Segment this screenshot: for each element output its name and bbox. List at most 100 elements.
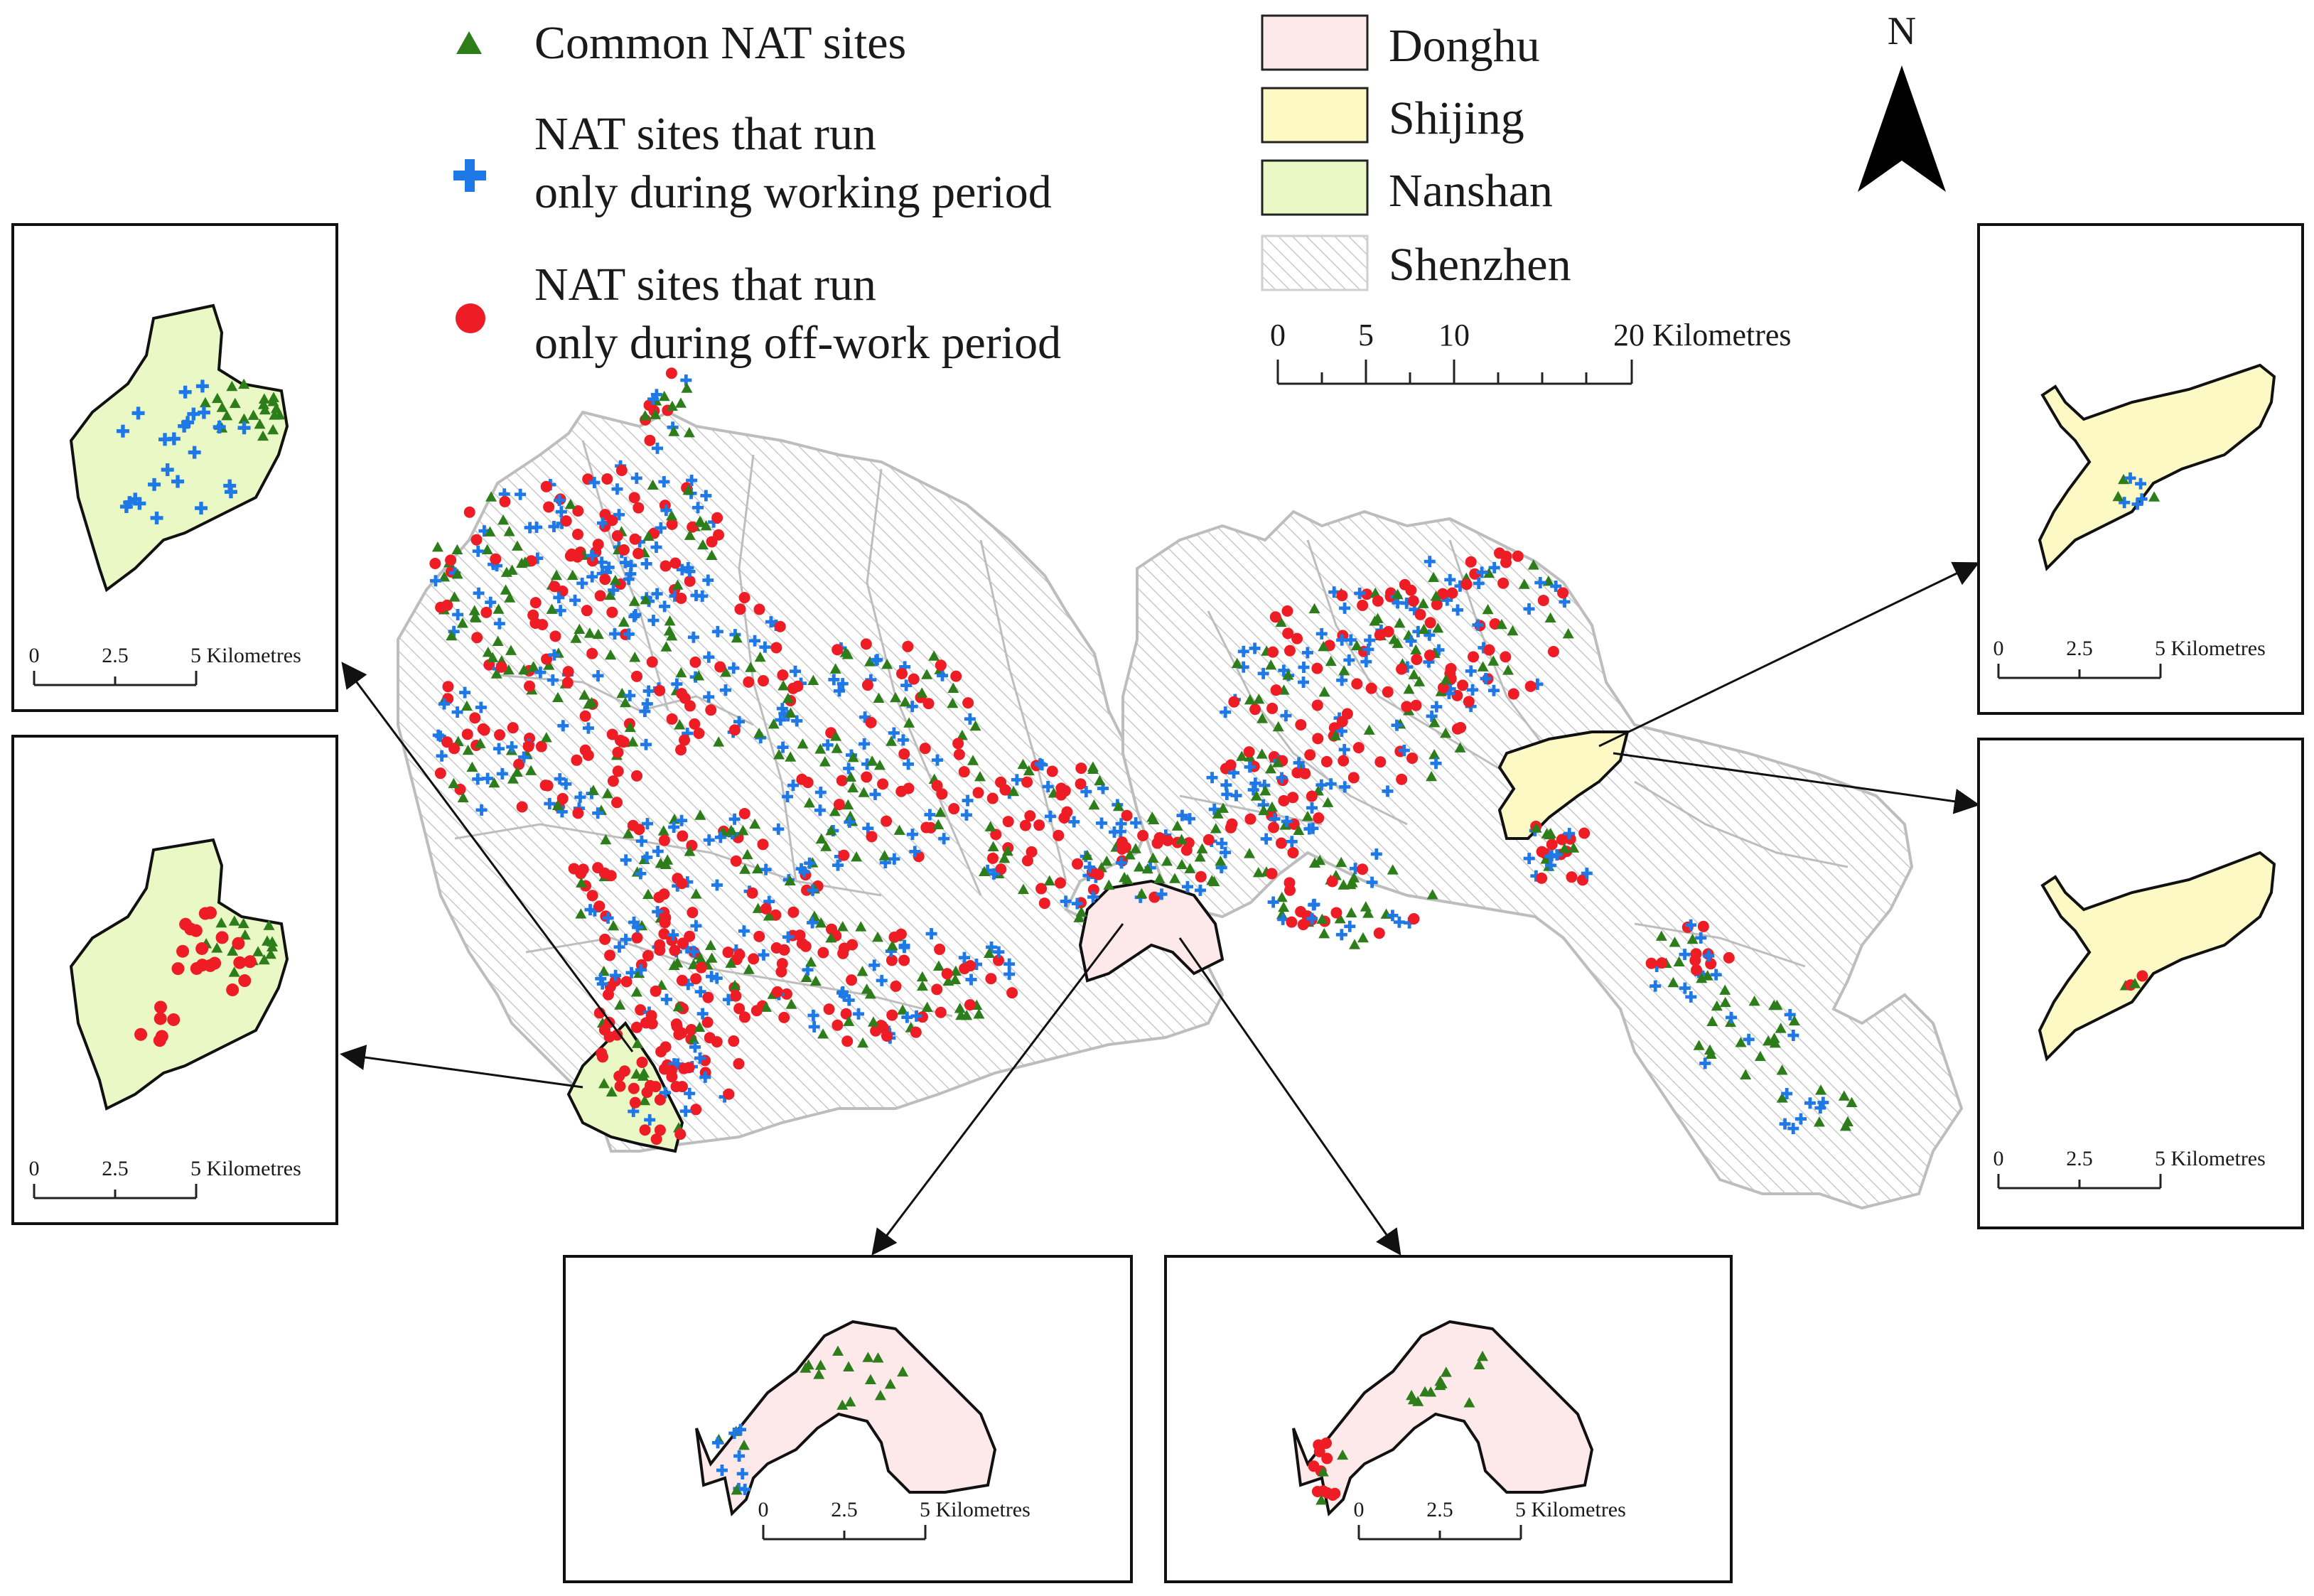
- site-working: [588, 477, 601, 489]
- site-working: [1071, 897, 1083, 910]
- site-working: [613, 509, 625, 521]
- site-working: [1685, 919, 1697, 931]
- site-offwork: [676, 974, 688, 986]
- site-common: [1419, 1386, 1431, 1397]
- site-offwork: [743, 676, 755, 688]
- site-common: [1121, 873, 1134, 885]
- site-offwork: [631, 932, 643, 944]
- site-common: [1686, 933, 1699, 944]
- site-common: [731, 1484, 743, 1495]
- site-working: [832, 859, 844, 871]
- site-offwork: [134, 1028, 148, 1041]
- site-offwork: [153, 1034, 166, 1047]
- site-offwork: [516, 801, 528, 813]
- site-working: [554, 605, 566, 617]
- site-common: [226, 380, 238, 392]
- site-common: [639, 1094, 651, 1106]
- site-offwork: [654, 684, 666, 696]
- site-working: [1259, 780, 1271, 792]
- site-working: [1042, 781, 1054, 793]
- site-common: [262, 935, 274, 946]
- site-offwork: [1326, 875, 1338, 888]
- site-working: [436, 750, 448, 762]
- site-common: [745, 662, 757, 672]
- site-common: [1719, 996, 1731, 1008]
- site-common: [1276, 891, 1288, 902]
- legend-working-line1: NAT sites that run: [534, 108, 876, 160]
- site-common: [847, 752, 859, 762]
- site-working: [728, 813, 741, 825]
- site-working: [876, 974, 888, 986]
- site-working: [602, 912, 614, 924]
- site-common: [487, 652, 499, 662]
- site-working: [1280, 710, 1292, 722]
- site-working: [611, 483, 623, 495]
- inset-scale-end: 5 Kilometres: [2155, 1147, 2266, 1170]
- site-common: [967, 755, 979, 765]
- site-working: [498, 488, 510, 500]
- site-offwork: [561, 676, 574, 689]
- inset-scale-tick-0: 0: [29, 644, 40, 667]
- site-common: [973, 1008, 985, 1019]
- site-working: [684, 566, 696, 578]
- site-offwork: [603, 988, 615, 1001]
- site-common: [211, 392, 223, 404]
- site-common: [666, 509, 678, 521]
- site-common: [886, 939, 898, 951]
- site-common: [814, 743, 827, 754]
- site-offwork: [658, 928, 670, 940]
- site-working: [1534, 576, 1546, 588]
- site-offwork: [1374, 629, 1386, 641]
- legend-working-line2: only during working period: [534, 166, 1052, 218]
- site-offwork: [524, 680, 536, 692]
- site-working: [515, 488, 527, 500]
- site-common: [1278, 901, 1290, 912]
- site-common: [238, 413, 250, 424]
- site-offwork: [633, 547, 645, 559]
- site-offwork: [748, 953, 760, 965]
- site-working: [1382, 785, 1394, 797]
- site-working: [733, 716, 746, 728]
- inset-shijing-working: 0 2.5 5 Kilometres: [1977, 223, 2304, 715]
- site-common: [1440, 674, 1452, 685]
- site-common: [921, 1001, 933, 1012]
- site-common: [1655, 930, 1667, 941]
- site-common: [978, 866, 990, 876]
- site-common: [1735, 1037, 1747, 1047]
- site-offwork: [658, 1063, 670, 1075]
- site-offwork: [666, 518, 678, 530]
- site-working: [1335, 929, 1347, 941]
- site-offwork: [881, 815, 893, 827]
- site-offwork: [898, 748, 910, 760]
- site-offwork: [630, 1021, 642, 1033]
- site-working: [1804, 1097, 1816, 1109]
- site-offwork: [1437, 588, 1449, 600]
- site-common: [267, 424, 279, 435]
- site-common: [921, 669, 933, 679]
- site-offwork: [1465, 556, 1477, 568]
- site-offwork: [1033, 819, 1045, 831]
- site-common: [983, 947, 995, 959]
- site-working: [1559, 595, 1571, 608]
- site-working: [692, 502, 704, 514]
- site-working: [668, 821, 680, 833]
- site-offwork: [1059, 784, 1071, 797]
- main-scale-end: 20 Kilometres: [1613, 318, 1792, 352]
- site-working: [1472, 619, 1484, 631]
- site-common: [851, 851, 863, 862]
- site-offwork: [689, 656, 701, 668]
- site-common: [674, 397, 687, 408]
- site-common: [227, 945, 239, 956]
- site-working: [1817, 1096, 1829, 1109]
- site-offwork: [629, 533, 641, 545]
- site-working: [488, 559, 500, 571]
- site-offwork: [734, 603, 746, 615]
- site-working: [1060, 895, 1072, 907]
- site-working: [993, 946, 1005, 958]
- inset-scale-bar-4: 0 2.5 5 Kilometres: [1993, 1147, 2266, 1190]
- site-offwork: [1424, 617, 1436, 629]
- site-working: [960, 809, 972, 821]
- site-offwork: [679, 734, 691, 746]
- site-common: [1815, 1084, 1827, 1095]
- nanshan-inset-polygon: [69, 303, 289, 593]
